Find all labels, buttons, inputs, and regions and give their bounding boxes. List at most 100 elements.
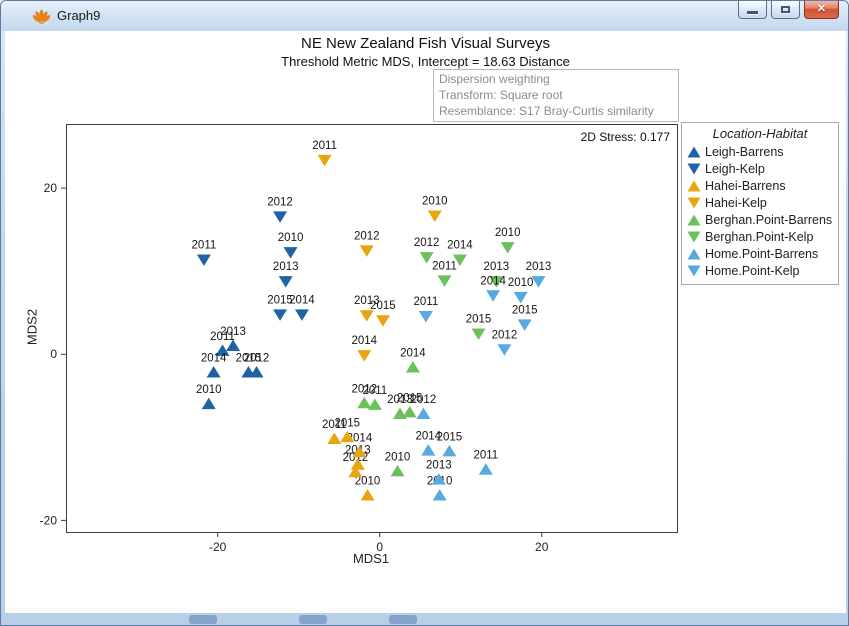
data-point-year-label: 2011: [192, 240, 217, 252]
data-point-marker[interactable]: [419, 252, 434, 264]
data-point-year-label: 2014: [416, 431, 442, 443]
legend-item-label: Home.Point-Barrens: [705, 246, 819, 261]
data-point-marker[interactable]: [517, 319, 532, 331]
data-point-year-label: 2012: [267, 196, 293, 208]
data-point-year-label: 2010: [278, 232, 304, 244]
data-point-marker[interactable]: [357, 396, 372, 409]
data-point-marker[interactable]: [375, 315, 390, 327]
data-point-marker[interactable]: [421, 444, 436, 456]
legend-item[interactable]: Hahei-Barrens: [682, 177, 838, 194]
legend-item-label: Hahei-Kelp: [705, 195, 767, 210]
data-point-marker[interactable]: [405, 361, 420, 373]
data-point-marker[interactable]: [273, 211, 288, 223]
legend-item[interactable]: Berghan.Point-Kelp: [682, 228, 838, 245]
y-tick-label: -20: [40, 513, 58, 527]
legend-title: Location-Habitat: [712, 126, 808, 141]
data-point-marker[interactable]: [352, 445, 367, 458]
data-point-year-label: 2012: [352, 383, 378, 395]
data-point-marker[interactable]: [206, 366, 221, 378]
data-point-marker[interactable]: [416, 407, 431, 420]
close-button[interactable]: ✕: [804, 1, 839, 19]
data-point-marker[interactable]: [215, 344, 230, 356]
data-point-marker[interactable]: [196, 254, 211, 267]
chart-title: NE New Zealand Fish Visual Surveys: [301, 35, 550, 52]
data-point-year-label: 2013: [220, 326, 246, 338]
data-point-marker[interactable]: [201, 397, 216, 410]
data-point-marker[interactable]: [317, 154, 332, 167]
legend-item[interactable]: Berghan.Point-Barrens: [682, 211, 838, 228]
data-point-marker[interactable]: [427, 210, 442, 223]
x-tick-label: -20: [209, 540, 227, 554]
data-point-marker[interactable]: [360, 488, 375, 501]
data-point-marker[interactable]: [437, 275, 452, 287]
chart-subtitle: Threshold Metric MDS, Intercept = 18.63 …: [281, 54, 570, 69]
data-point-marker[interactable]: [294, 309, 309, 321]
maximize-button[interactable]: [771, 1, 800, 19]
data-point-marker[interactable]: [478, 463, 493, 475]
triangle-down-icon: [687, 163, 701, 174]
data-point-marker[interactable]: [327, 432, 342, 444]
data-point-year-label: 2015: [334, 417, 360, 429]
graph-canvas: NE New Zealand Fish Visual Surveys Thres…: [5, 31, 846, 613]
legend-item[interactable]: Home.Point-Barrens: [682, 245, 838, 262]
minimize-button[interactable]: [738, 1, 767, 19]
data-point-marker[interactable]: [431, 473, 446, 485]
data-point-marker[interactable]: [359, 310, 374, 322]
data-point-year-label: 2010: [495, 227, 521, 239]
data-point-year-label: 2015: [236, 353, 262, 365]
legend-item[interactable]: Home.Point-Kelp: [682, 262, 838, 279]
data-point-marker[interactable]: [278, 276, 293, 288]
primer-shell-icon: [33, 9, 50, 24]
data-point-year-label: 2011: [210, 331, 235, 343]
data-point-marker[interactable]: [442, 444, 457, 457]
data-point-marker[interactable]: [226, 339, 241, 351]
data-point-marker[interactable]: [350, 458, 365, 470]
y-axis-title: MDS2: [24, 308, 40, 346]
data-point-marker[interactable]: [402, 405, 417, 418]
info-line-dispersion: Dispersion weighting: [439, 72, 550, 86]
triangle-down-icon: [687, 231, 701, 242]
legend-items: Leigh-Barrens Leigh-Kelp Hahei-Barrens Hahe…: [682, 143, 838, 279]
data-point-marker[interactable]: [283, 247, 298, 259]
data-point-marker[interactable]: [471, 328, 486, 340]
data-point-marker[interactable]: [418, 311, 433, 323]
data-point-marker[interactable]: [497, 344, 512, 356]
data-point-year-label: 2010: [196, 384, 222, 396]
data-point-year-label: 2013: [387, 394, 413, 406]
legend-item[interactable]: Leigh-Barrens: [682, 143, 838, 160]
data-point-marker[interactable]: [452, 254, 467, 267]
data-point-marker[interactable]: [390, 464, 405, 477]
data-point-year-label: 2011: [312, 140, 337, 152]
plot-area[interactable]: 2D Stress: 0.177: [66, 124, 678, 533]
data-point-marker[interactable]: [432, 488, 447, 501]
data-point-year-label: 2010: [508, 277, 534, 289]
data-point-marker[interactable]: [513, 291, 528, 304]
data-point-marker[interactable]: [531, 276, 546, 288]
data-point-marker[interactable]: [340, 430, 355, 443]
legend-item[interactable]: Hahei-Kelp: [682, 194, 838, 211]
data-point-year-label: 2012: [411, 394, 437, 406]
legend-item-label: Home.Point-Kelp: [705, 263, 800, 278]
data-point-marker[interactable]: [486, 290, 501, 302]
data-point-year-label: 2012: [354, 230, 380, 242]
data-point-marker[interactable]: [357, 350, 372, 362]
data-point-year-label: 2014: [480, 275, 506, 287]
data-point-marker[interactable]: [359, 245, 374, 257]
data-point-marker[interactable]: [273, 309, 288, 321]
legend-item[interactable]: Leigh-Kelp: [682, 160, 838, 177]
data-point-year-label: 2015: [437, 431, 463, 443]
data-point-year-label: 2013: [273, 261, 299, 273]
data-point-marker[interactable]: [348, 465, 363, 478]
data-point-marker[interactable]: [500, 242, 515, 254]
legend-item-label: Leigh-Barrens: [705, 144, 784, 159]
data-point-year-label: 2014: [289, 294, 315, 306]
y-tick-label: 0: [50, 347, 57, 361]
data-point-marker[interactable]: [367, 398, 382, 410]
info-line-transform: Transform: Square root: [439, 88, 563, 102]
data-point-year-label: 2015: [370, 300, 396, 312]
legend-item-label: Berghan.Point-Kelp: [705, 229, 814, 244]
data-point-marker[interactable]: [489, 276, 504, 288]
window-titlebar[interactable]: Graph9 ✕: [1, 1, 848, 31]
data-point-marker[interactable]: [241, 366, 256, 378]
data-point-year-label: 2015: [512, 304, 538, 316]
